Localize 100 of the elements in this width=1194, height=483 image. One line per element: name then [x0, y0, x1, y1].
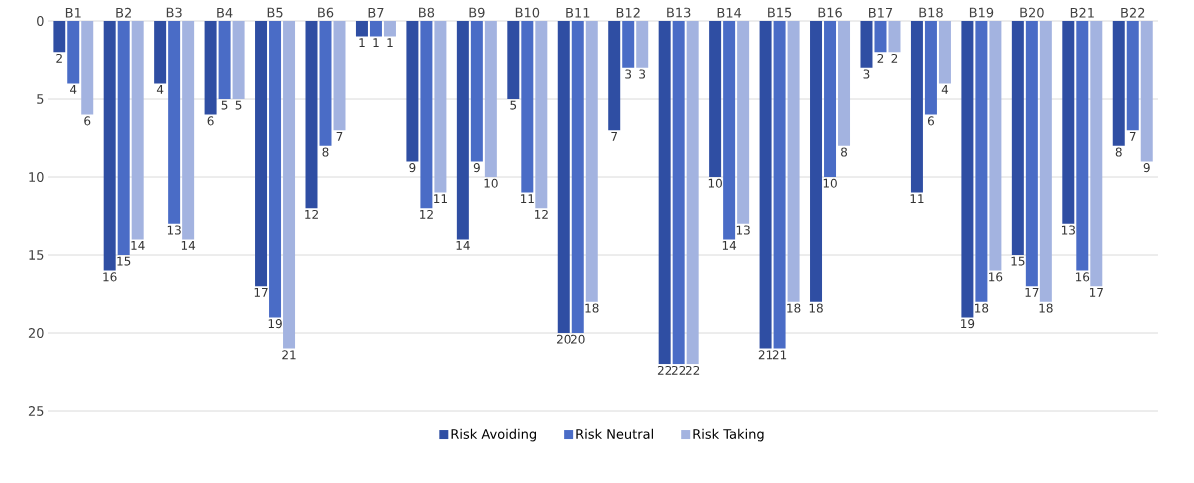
data-label: 2 — [877, 53, 884, 63]
data-label: 8 — [841, 147, 848, 157]
bar — [1076, 21, 1089, 271]
bar — [168, 21, 181, 224]
data-label: 6 — [84, 116, 91, 126]
bar — [938, 21, 951, 84]
data-label: 2 — [56, 53, 62, 63]
x-tick-label: B11 — [566, 8, 590, 18]
bar — [218, 21, 231, 100]
data-label: 14 — [722, 241, 737, 250]
data-label: 7 — [611, 131, 617, 141]
x-tick-label: B7 — [368, 8, 384, 18]
y-tick-label: 15 — [29, 250, 44, 260]
bar — [1039, 21, 1052, 302]
bar — [434, 21, 447, 193]
legend-label: Risk Neutral — [576, 428, 653, 439]
data-label: 9 — [473, 163, 480, 173]
bar — [622, 21, 635, 68]
bar — [154, 21, 167, 84]
x-tick-label: B16 — [818, 7, 842, 18]
bar — [1112, 21, 1125, 146]
bar — [888, 21, 901, 53]
bar — [737, 21, 750, 224]
data-label: 10 — [484, 178, 498, 188]
data-label: 11 — [910, 194, 924, 204]
bar — [1140, 21, 1153, 162]
data-label: 4 — [69, 85, 77, 94]
bar — [283, 21, 296, 349]
data-label: 15 — [1011, 256, 1025, 266]
data-label: 18 — [975, 303, 989, 313]
data-label: 10 — [708, 178, 722, 188]
bar — [989, 21, 1002, 271]
data-label: 18 — [787, 303, 801, 313]
bar — [355, 21, 368, 37]
data-label: 13 — [1061, 225, 1075, 235]
data-label: 16 — [103, 272, 117, 282]
bar — [672, 21, 685, 365]
data-label: 2 — [891, 53, 898, 63]
bar — [686, 21, 699, 365]
x-tick-label: B6 — [318, 7, 334, 18]
data-label: 3 — [639, 69, 646, 79]
bar — [787, 21, 800, 302]
data-label: 5 — [221, 100, 228, 110]
bar — [874, 21, 887, 53]
bar — [1011, 21, 1024, 256]
data-label: 13 — [736, 225, 750, 235]
bar — [759, 21, 772, 349]
bar — [521, 21, 534, 193]
x-tick-label: B9 — [469, 7, 485, 18]
x-tick-label: B17 — [869, 8, 893, 18]
data-label: 19 — [268, 319, 282, 329]
x-tick-label: B15 — [768, 7, 792, 18]
data-label: 1 — [373, 38, 379, 48]
x-tick-label: B10 — [515, 7, 540, 18]
bar — [103, 21, 116, 271]
data-label: 12 — [420, 209, 433, 219]
bar — [585, 21, 598, 302]
data-label: 22 — [671, 365, 686, 375]
data-label: 1 — [359, 38, 365, 48]
data-label: 7 — [336, 131, 343, 141]
data-label: 4 — [941, 85, 949, 94]
x-tick-label: B22 — [1121, 7, 1145, 18]
bar — [232, 21, 245, 100]
data-label: 17 — [1089, 287, 1103, 297]
bar — [255, 21, 268, 287]
bar — [1025, 21, 1038, 287]
x-tick-label: B21 — [1070, 7, 1094, 18]
bar — [1090, 21, 1103, 287]
x-tick-label: B12 — [616, 7, 640, 18]
bar — [975, 21, 988, 302]
y-tick-label: 0 — [37, 16, 44, 26]
bar — [557, 21, 570, 334]
data-label: 22 — [657, 365, 672, 375]
data-label: 12 — [534, 209, 548, 219]
data-label: 7 — [1129, 131, 1136, 141]
data-label: 18 — [585, 303, 599, 313]
data-label: 6 — [927, 116, 935, 126]
data-label: 9 — [1143, 163, 1150, 173]
data-label: 14 — [131, 241, 145, 250]
bar — [319, 21, 332, 146]
bar — [507, 21, 520, 100]
bar — [535, 21, 548, 209]
data-label: 3 — [625, 69, 632, 79]
bar — [773, 21, 786, 349]
legend-label: Risk Avoiding — [451, 428, 536, 442]
bar — [53, 21, 66, 53]
y-tick-label: 5 — [37, 94, 44, 104]
y-tick-label: 10 — [29, 172, 44, 182]
bar — [636, 21, 649, 68]
bar — [484, 21, 497, 178]
data-label: 10 — [823, 178, 837, 188]
bar — [456, 21, 469, 240]
x-tick-label: B14 — [717, 8, 742, 18]
bar — [1126, 21, 1139, 131]
data-label: 18 — [1039, 303, 1053, 313]
bar — [910, 21, 923, 193]
data-label: 14 — [181, 241, 196, 250]
bar — [117, 21, 130, 256]
bar — [131, 21, 144, 240]
data-label: 18 — [809, 303, 823, 313]
